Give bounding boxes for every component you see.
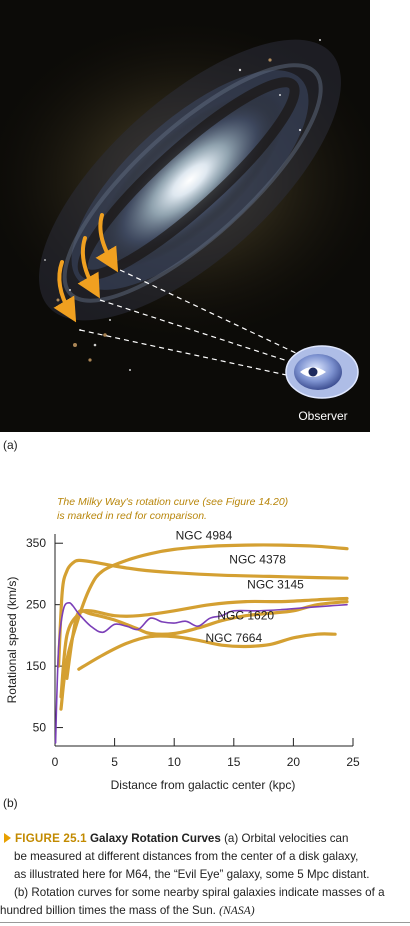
caption-line-5: hundred billion times the mass of the Su… [0, 904, 216, 917]
y-tick-label: 350 [26, 536, 46, 550]
chart-series-labels: NGC 4984 NGC 4378 NGC 3145 NGC 1620 NGC 7664 [176, 529, 305, 646]
caption-title: Galaxy Rotation Curves [90, 832, 221, 845]
caption-line-3: as illustrated here for M64, the “Evil E… [14, 868, 370, 881]
curve-ngc-3145 [59, 596, 349, 699]
x-tick-label: 20 [287, 755, 301, 769]
caption-triangle-icon [4, 833, 11, 843]
curve-milky-way [54, 601, 348, 744]
x-tick-label: 10 [168, 755, 182, 769]
x-tick-label: 25 [346, 755, 360, 769]
chart-axes: 50 150 250 350 0 5 10 15 20 25 [26, 534, 360, 769]
chart-curves [54, 543, 349, 744]
y-tick-label: 50 [33, 721, 47, 735]
curve-ngc-4378 [57, 558, 349, 668]
x-axis-label: Distance from galactic center (kpc) [111, 778, 296, 792]
annotation-line-1: The Milky Way's rotation curve (see Figu… [57, 496, 288, 508]
series-label-ngc-4984: NGC 4984 [176, 529, 233, 543]
x-tick-label: 5 [111, 755, 118, 769]
rotation-curve-chart: The Milky Way's rotation curve (see Figu… [5, 496, 360, 792]
galaxy-photo: Observer [0, 0, 370, 432]
y-tick-label: 250 [26, 598, 46, 612]
caption-line-1: (a) Orbital velocities can [224, 832, 349, 845]
series-label-ngc-4378: NGC 4378 [229, 552, 286, 566]
panel-b-label: (b) [3, 796, 18, 810]
series-label-ngc-3145: NGC 3145 [247, 578, 304, 592]
x-tick-label: 0 [52, 755, 59, 769]
bottom-rule [0, 922, 410, 923]
observer-label: Observer [298, 409, 347, 423]
curve-ngc-1620 [65, 600, 349, 680]
series-label-ngc-7664: NGC 7664 [205, 631, 262, 645]
x-tick-label: 15 [227, 755, 241, 769]
caption-credit: (NASA) [219, 904, 255, 917]
caption-line-2: be measured at different distances from … [14, 850, 359, 863]
curve-ngc-4984 [59, 543, 349, 711]
caption-line-4: (b) Rotation curves for some nearby spir… [14, 886, 385, 899]
panel-a-label: (a) [3, 438, 18, 452]
y-tick-label: 150 [26, 659, 46, 673]
series-label-ngc-1620: NGC 1620 [217, 608, 274, 622]
y-axis-label: Rotational speed (km/s) [5, 577, 19, 704]
curve-ngc-7664 [77, 632, 337, 671]
chart-annotation: The Milky Way's rotation curve (see Figu… [57, 496, 288, 522]
annotation-line-2: is marked in red for comparison. [57, 510, 207, 522]
caption-figure-number: FIGURE 25.1 [15, 832, 87, 845]
